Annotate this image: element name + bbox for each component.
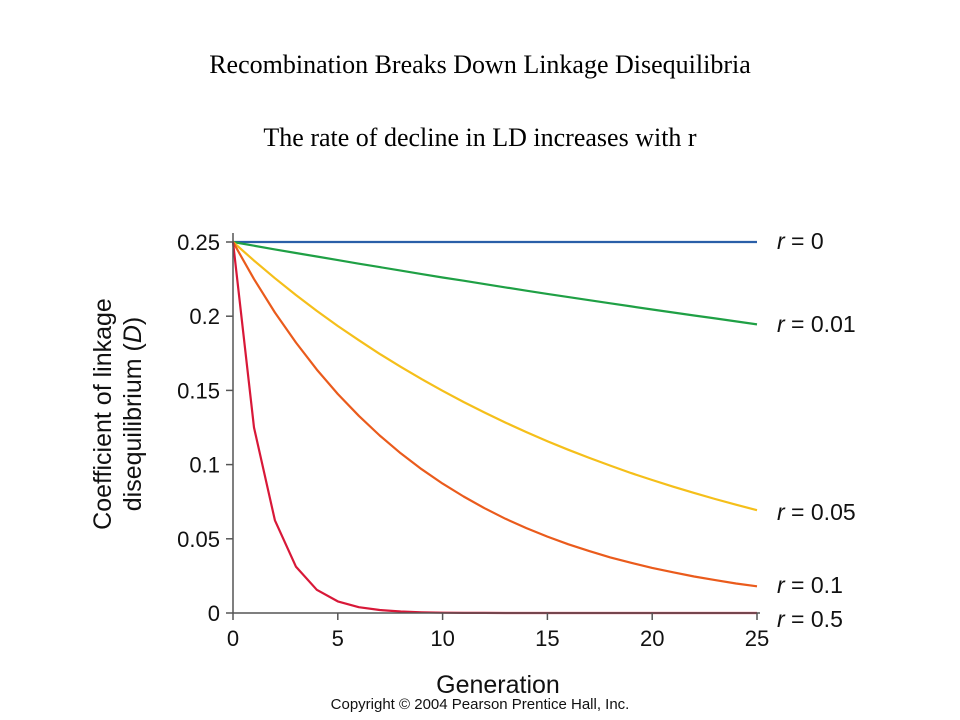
series-labels: r = 0 r = 0.01 r = 0.05 r = 0.1 r = 0.5 [777, 228, 856, 632]
x-axis-title: Generation [436, 671, 560, 699]
slide-title: Recombination Breaks Down Linkage Disequ… [209, 50, 751, 79]
series-label: r = 0.1 [777, 572, 843, 598]
series-line [232, 241, 758, 588]
x-tick-label: 0 [227, 626, 239, 651]
x-tick-label: 5 [332, 626, 344, 651]
series-line [232, 241, 758, 512]
series-line [232, 240, 758, 326]
y-axis-title-line2: disequilibrium (D) [119, 317, 147, 512]
series-label: r = 0.05 [777, 499, 856, 525]
y-tick-label: 0.25 [177, 230, 220, 255]
x-tick-label: 25 [745, 626, 769, 651]
x-tick-label: 15 [535, 626, 559, 651]
series-label: r = 0.01 [777, 311, 856, 337]
y-tick-label: 0.1 [189, 453, 220, 478]
axes [232, 233, 760, 614]
y-tick-label: 0.2 [189, 304, 220, 329]
axis-ticks: 0 5 10 15 20 25 0 0.05 0.1 0.15 0.2 0.25 [177, 230, 769, 651]
series-line [231, 241, 757, 615]
slide-subtitle: The rate of decline in LD increases with… [263, 123, 697, 152]
series-lines [231, 240, 758, 615]
series-label: r = 0.5 [777, 606, 843, 632]
x-tick-label: 20 [640, 626, 664, 651]
series-label: r = 0 [777, 228, 824, 254]
y-tick-label: 0.15 [177, 378, 220, 403]
copyright-notice: Copyright © 2004 Pearson Prentice Hall, … [330, 696, 630, 713]
y-axis-title-line1: Coefficient of linkage [89, 298, 117, 530]
y-tick-label: 0 [208, 601, 220, 626]
x-tick-label: 10 [430, 626, 454, 651]
y-axis-title: Coefficient of linkage disequilibrium (D… [89, 298, 147, 530]
y-tick-label: 0.05 [177, 527, 220, 552]
